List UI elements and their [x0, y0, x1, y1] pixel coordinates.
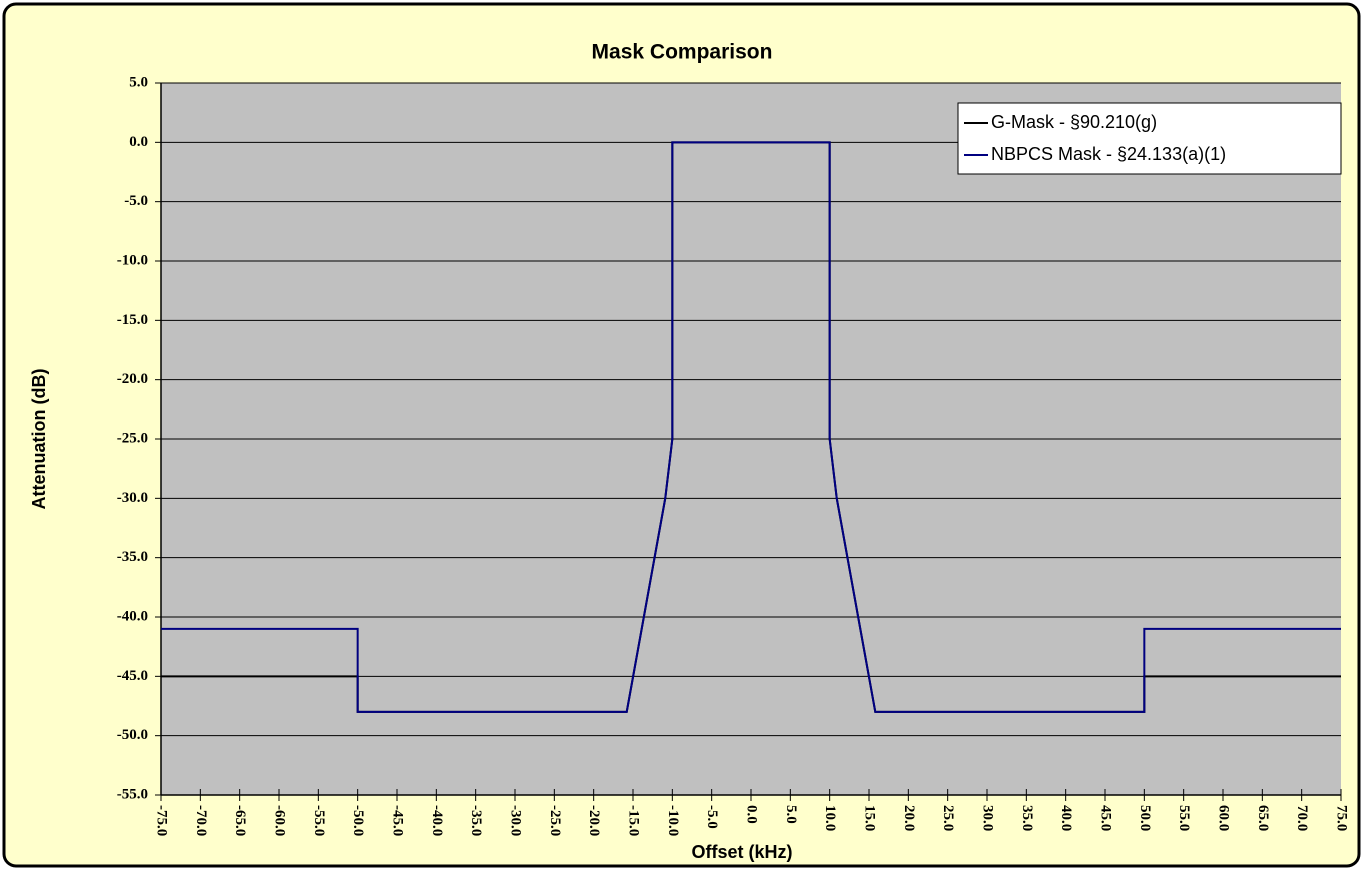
x-tick-label: -50.0 [350, 805, 366, 836]
series-line [161, 141, 1341, 713]
y-tick-label: -10.0 [117, 252, 148, 268]
y-tick-label: -20.0 [117, 371, 148, 387]
x-tick-label: 60.0 [1216, 805, 1232, 831]
x-tick-label: 20.0 [901, 805, 917, 831]
x-tick-label: -15.0 [626, 805, 642, 836]
y-tick-label: -35.0 [117, 549, 148, 565]
x-tick-label: 30.0 [980, 805, 996, 831]
x-tick-label: -65.0 [232, 805, 248, 836]
x-tick-label: -20.0 [586, 805, 602, 836]
x-tick-label: 10.0 [822, 805, 838, 831]
y-tick-label: 5.0 [129, 74, 148, 90]
x-tick-label: 65.0 [1255, 805, 1271, 831]
x-tick-label: 70.0 [1294, 805, 1310, 831]
y-tick-label: -50.0 [117, 727, 148, 743]
x-tick-label: 15.0 [862, 805, 878, 831]
x-tick-label: 0.0 [744, 805, 760, 824]
x-tick-label: 5.0 [783, 805, 799, 824]
y-axis-label: Attenuation (dB) [29, 369, 49, 510]
x-tick-label: -10.0 [665, 805, 681, 836]
x-tick-label: -5.0 [704, 805, 720, 829]
x-tick-label: -60.0 [272, 805, 288, 836]
x-tick-label: 75.0 [1334, 805, 1350, 831]
y-tick-label: -40.0 [117, 608, 148, 624]
x-tick-label: -40.0 [429, 805, 445, 836]
x-tick-label: 45.0 [1098, 805, 1114, 831]
y-tick-label: -25.0 [117, 430, 148, 446]
y-tick-label: 0.0 [129, 134, 148, 150]
legend-label: NBPCS Mask - §24.133(a)(1) [991, 144, 1226, 164]
legend-label: G-Mask - §90.210(g) [991, 112, 1157, 132]
x-tick-label: -75.0 [154, 805, 170, 836]
x-axis-label: Offset (kHz) [691, 842, 792, 862]
x-tick-label: 55.0 [1176, 805, 1192, 831]
legend-box [957, 102, 1342, 175]
y-tick-label: -30.0 [117, 490, 148, 506]
x-tick-label: -35.0 [468, 805, 484, 836]
x-tick-label: -30.0 [508, 805, 524, 836]
x-tick-label: -25.0 [547, 805, 563, 836]
x-tick-label: -55.0 [311, 805, 327, 836]
x-tick-label: -70.0 [193, 805, 209, 836]
chart-title: Mask Comparison [592, 41, 773, 64]
y-tick-label: -55.0 [117, 786, 148, 802]
x-tick-label: 50.0 [1137, 805, 1153, 831]
y-tick-label: -45.0 [117, 668, 148, 684]
x-tick-label: 40.0 [1058, 805, 1074, 831]
x-tick-label: 25.0 [940, 805, 956, 831]
y-tick-label: -5.0 [124, 193, 148, 209]
x-tick-label: -45.0 [390, 805, 406, 836]
y-tick-label: -15.0 [117, 312, 148, 328]
x-tick-label: 35.0 [1019, 805, 1035, 831]
